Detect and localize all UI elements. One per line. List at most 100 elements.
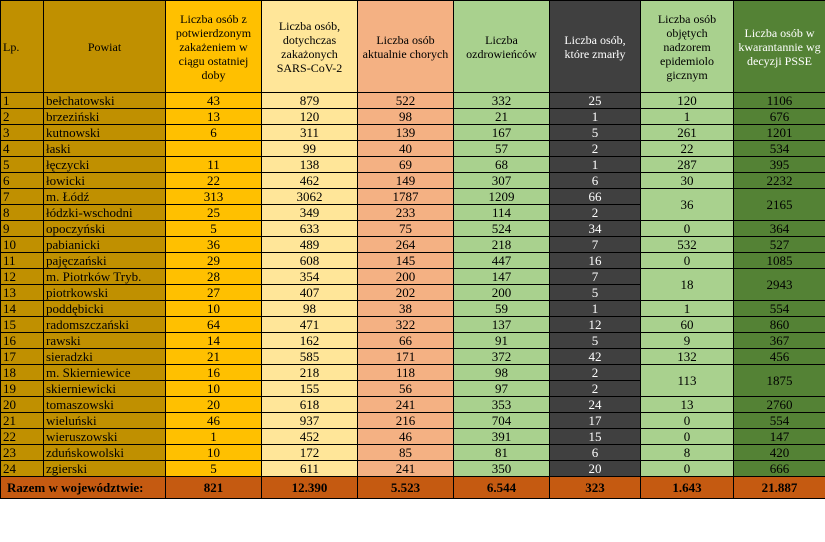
cell-powiat: sieradzki: [43, 348, 166, 365]
cell-new-cases: 43: [165, 92, 262, 109]
cell-quarantine: 666: [733, 460, 825, 477]
cell-new-cases: 5: [165, 460, 262, 477]
cell-total-infected: 354: [261, 268, 358, 285]
cell-total-infected: 218: [261, 364, 358, 381]
cell-deceased: 20: [549, 460, 641, 477]
cell-deceased: 34: [549, 220, 641, 237]
cell-deceased: 5: [549, 124, 641, 141]
table-row: 21 wieluński 46 937 216 704 17 0 554: [0, 412, 825, 429]
cell-recovered: 81: [453, 444, 550, 461]
header-deceased: Liczba osób, które zmarły: [549, 0, 641, 93]
cell-recovered: 167: [453, 124, 550, 141]
header-total-infected: Liczba osób, dotychczas zakażonych SARS-…: [261, 0, 358, 93]
cell-deceased: 1: [549, 300, 641, 317]
cell-currently-ill: 241: [357, 460, 454, 477]
cell-total-infected: 462: [261, 172, 358, 189]
cell-deceased: 24: [549, 396, 641, 413]
cell-powiat: skierniewicki: [43, 380, 166, 397]
cell-currently-ill: 216: [357, 412, 454, 429]
cell-quarantine: 1106: [733, 92, 825, 109]
cell-currently-ill: 56: [357, 380, 454, 397]
cell-currently-ill: 118: [357, 364, 454, 381]
cell-quarantine: 534: [733, 140, 825, 157]
cell-powiat: zgierski: [43, 460, 166, 477]
cell-quarantine: 1085: [733, 252, 825, 269]
cell-deceased: 5: [549, 284, 641, 301]
cell-new-cases: 29: [165, 252, 262, 269]
cell-new-cases: 11: [165, 156, 262, 173]
cell-deceased: 2: [549, 364, 641, 381]
cell-surveillance: 0: [640, 412, 734, 429]
cell-lp: 15: [0, 316, 44, 333]
cell-recovered: 332: [453, 92, 550, 109]
cell-currently-ill: 69: [357, 156, 454, 173]
header-powiat: Powiat: [43, 0, 166, 93]
table-row: 24 zgierski 5 611 241 350 20 0 666: [0, 460, 825, 477]
table-row: 2 brzeziński 13 120 98 21 1 1 676: [0, 108, 825, 125]
cell-quarantine: 2232: [733, 172, 825, 189]
table-row: 11 pajęczański 29 608 145 447 16 0 1085: [0, 252, 825, 269]
covid-statistics-table: Lp. Powiat Liczba osób z potwierdzonym z…: [0, 0, 825, 499]
table-row: 16 rawski 14 162 66 91 5 9 367: [0, 332, 825, 349]
cell-powiat: łowicki: [43, 172, 166, 189]
cell-new-cases: 5: [165, 220, 262, 237]
cell-lp: 3: [0, 124, 44, 141]
cell-new-cases: 20: [165, 396, 262, 413]
cell-surveillance: 22: [640, 140, 734, 157]
cell-quarantine: 420: [733, 444, 825, 461]
cell-recovered: 21: [453, 108, 550, 125]
cell-currently-ill: 233: [357, 204, 454, 221]
cell-lp: 6: [0, 172, 44, 189]
cell-surveillance: 132: [640, 348, 734, 365]
header-row: Lp. Powiat Liczba osób z potwierdzonym z…: [0, 0, 825, 93]
cell-currently-ill: 38: [357, 300, 454, 317]
table-row: 14 poddębicki 10 98 38 59 1 1 554: [0, 300, 825, 317]
cell-powiat: łódzki-wschodni: [43, 204, 166, 221]
header-surveillance: Liczba osób objętych nadzorem epidemiolo…: [640, 0, 734, 93]
cell-powiat: poddębicki: [43, 300, 166, 317]
cell-powiat: brzeziński: [43, 108, 166, 125]
table-row: 17 sieradzki 21 585 171 372 42 132 456: [0, 348, 825, 365]
cell-quarantine: 554: [733, 300, 825, 317]
table-row: 10 pabianicki 36 489 264 218 7 532 527: [0, 236, 825, 253]
cell-lp: 5: [0, 156, 44, 173]
cell-currently-ill: 241: [357, 396, 454, 413]
cell-lp: 16: [0, 332, 44, 349]
cell-deceased: 12: [549, 316, 641, 333]
cell-recovered: 350: [453, 460, 550, 477]
total-recovered: 6.544: [453, 476, 550, 499]
cell-recovered: 137: [453, 316, 550, 333]
cell-lp: 12: [0, 268, 44, 285]
cell-new-cases: 25: [165, 204, 262, 221]
cell-new-cases: 21: [165, 348, 262, 365]
cell-powiat: zduńskowolski: [43, 444, 166, 461]
cell-recovered: 307: [453, 172, 550, 189]
cell-surveillance: 113: [640, 364, 734, 397]
cell-total-infected: 618: [261, 396, 358, 413]
cell-quarantine: 2165: [733, 188, 825, 221]
cell-deceased: 25: [549, 92, 641, 109]
table-row: 9 opoczyński 5 633 75 524 34 0 364: [0, 220, 825, 237]
cell-total-infected: 452: [261, 428, 358, 445]
cell-powiat: tomaszowski: [43, 396, 166, 413]
cell-new-cases: 10: [165, 444, 262, 461]
cell-recovered: 447: [453, 252, 550, 269]
total-quarantine: 21.887: [733, 476, 825, 499]
cell-deceased: 7: [549, 268, 641, 285]
cell-surveillance: 1: [640, 108, 734, 125]
cell-surveillance: 8: [640, 444, 734, 461]
cell-powiat: bełchatowski: [43, 92, 166, 109]
cell-surveillance: 36: [640, 188, 734, 221]
header-currently-ill: Liczba osób aktualnie chorych: [357, 0, 454, 93]
cell-recovered: 68: [453, 156, 550, 173]
cell-new-cases: 36: [165, 236, 262, 253]
cell-quarantine: 2943: [733, 268, 825, 301]
table-row: 4 łaski 99 40 57 2 22 534: [0, 140, 825, 157]
cell-quarantine: 147: [733, 428, 825, 445]
header-lp: Lp.: [0, 0, 44, 93]
cell-recovered: 57: [453, 140, 550, 157]
cell-new-cases: 28: [165, 268, 262, 285]
cell-lp: 23: [0, 444, 44, 461]
cell-quarantine: 364: [733, 220, 825, 237]
cell-recovered: 353: [453, 396, 550, 413]
